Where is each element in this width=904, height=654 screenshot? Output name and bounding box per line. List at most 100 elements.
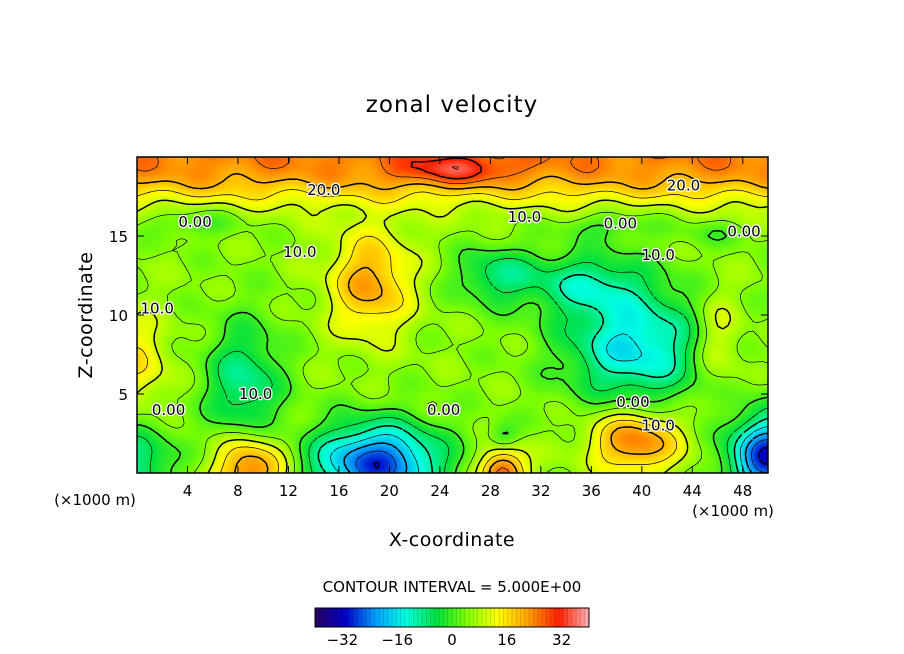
colorbar-cell (396, 608, 402, 627)
colorbar-cell (374, 608, 380, 627)
colorbar-cell (541, 608, 547, 627)
x-tick-label: 20 (380, 482, 399, 500)
colorbar-cell (486, 608, 491, 627)
colorbar-cell (507, 608, 513, 627)
x-tick-label: 16 (329, 482, 348, 500)
contour-label: 10.0 (642, 417, 675, 435)
x-tick-label: 8 (233, 482, 243, 500)
x-tick-label: 40 (632, 482, 651, 500)
colorbar-cell (464, 608, 470, 627)
colorbar-cell (477, 608, 483, 627)
colorbar-cell (426, 608, 431, 627)
colorbar-cell (516, 608, 521, 627)
contour-labels: 20.0 20.0 0.00 10.0 10.0 0.00 0.00 10.0 10.0 10.0… (139, 175, 762, 436)
contour-line-major (136, 199, 769, 474)
contour-label: 0.00 (727, 222, 760, 240)
colorbar-cell (580, 608, 586, 627)
colorbar-cell (434, 608, 440, 627)
colorbar: −32 −16 0 16 32 (314, 607, 590, 649)
colorbar-cell (344, 608, 350, 627)
contour-line (136, 189, 769, 474)
colorbar-cell (494, 608, 500, 627)
colorbar-cell (362, 608, 367, 627)
colorbar-cell (456, 608, 461, 627)
colorbar-cell (490, 608, 496, 627)
colorbar-cell (400, 608, 406, 627)
colorbar-cell (576, 608, 581, 627)
x-unit-left: (×1000 m) (54, 491, 136, 509)
colorbar-ticks: −32 −16 0 16 32 (327, 631, 572, 649)
colorbar-cell (332, 608, 337, 627)
y-axis-label: Z-coordinate (75, 252, 97, 379)
contour-label: 0.00 (616, 393, 649, 411)
colorbar-cell (550, 608, 556, 627)
x-tick-label: 4 (183, 482, 193, 500)
contour-line (451, 166, 459, 171)
colorbar-cells (315, 608, 590, 627)
x-axis-label: X-coordinate (389, 529, 515, 551)
contour-line-major (137, 172, 769, 474)
colorbar-cell (392, 608, 397, 627)
colorbar-cell (370, 608, 376, 627)
contour-line-negative (317, 273, 769, 474)
colorbar-tick-label: −16 (381, 631, 413, 649)
chart-title: zonal velocity (366, 92, 538, 118)
x-tick-label: 28 (481, 482, 500, 500)
y-tick-label: 5 (118, 386, 128, 404)
colorbar-cell (417, 608, 423, 627)
colorbar-cell (357, 608, 363, 627)
colorbar-cell (413, 608, 419, 627)
contour-label: 0.00 (152, 401, 185, 419)
colorbar-cell (387, 608, 393, 627)
colorbar-cell (366, 608, 372, 627)
contour-line-major (136, 220, 769, 474)
contour-label: 10.0 (642, 246, 675, 264)
colorbar-cell (546, 608, 551, 627)
colorbar-cell (353, 608, 359, 627)
y-tick-label: 10 (109, 307, 128, 325)
y-axis-ticks: 5 10 15 (109, 228, 768, 404)
contour-label: 20.0 (307, 181, 340, 199)
colorbar-cell (443, 608, 449, 627)
colorbar-cell (460, 608, 466, 627)
contour-label: 0.00 (427, 401, 460, 419)
colorbar-cell (567, 608, 573, 627)
colorbar-cell (503, 608, 509, 627)
x-tick-label: 24 (430, 482, 449, 500)
colorbar-cell (559, 608, 564, 627)
colorbar-cell (571, 608, 577, 627)
contour-label: 0.00 (178, 213, 211, 231)
colorbar-cell (554, 608, 560, 627)
colorbar-cell (439, 608, 444, 627)
colorbar-cell (563, 608, 568, 627)
colorbar-cell (452, 608, 457, 627)
y-tick-label: 15 (109, 228, 128, 246)
contour-label: 10.0 (140, 300, 173, 318)
colorbar-cell (404, 608, 410, 627)
colorbar-tick-label: 32 (552, 631, 571, 649)
colorbar-cell (422, 608, 427, 627)
contour-line-negative (329, 333, 769, 474)
contour-label: 20.0 (667, 176, 700, 194)
colorbar-frame (314, 607, 590, 628)
colorbar-cell (383, 608, 389, 627)
colorbar-cell (447, 608, 453, 627)
colorbar-cell (349, 608, 354, 627)
colorbar-cell (537, 608, 543, 627)
contour-line (136, 209, 769, 474)
x-unit-right: (×1000 m) (692, 502, 774, 520)
plot-area: 20.0 20.0 0.00 10.0 10.0 0.00 0.00 10.0 10.0 10.0… (136, 156, 769, 474)
contour-label: 10.0 (508, 208, 541, 226)
x-tick-label: 48 (733, 482, 752, 500)
colorbar-cell (319, 608, 324, 627)
colorbar-cell (481, 608, 487, 627)
colorbar-cell (315, 608, 320, 627)
colorbar-cell (430, 608, 436, 627)
colorbar-cell (499, 608, 504, 627)
x-tick-label: 32 (531, 482, 550, 500)
x-tick-label: 44 (683, 482, 702, 500)
contour-line (136, 156, 732, 474)
colorbar-cell (469, 608, 474, 627)
contour-line-negative (373, 446, 769, 469)
